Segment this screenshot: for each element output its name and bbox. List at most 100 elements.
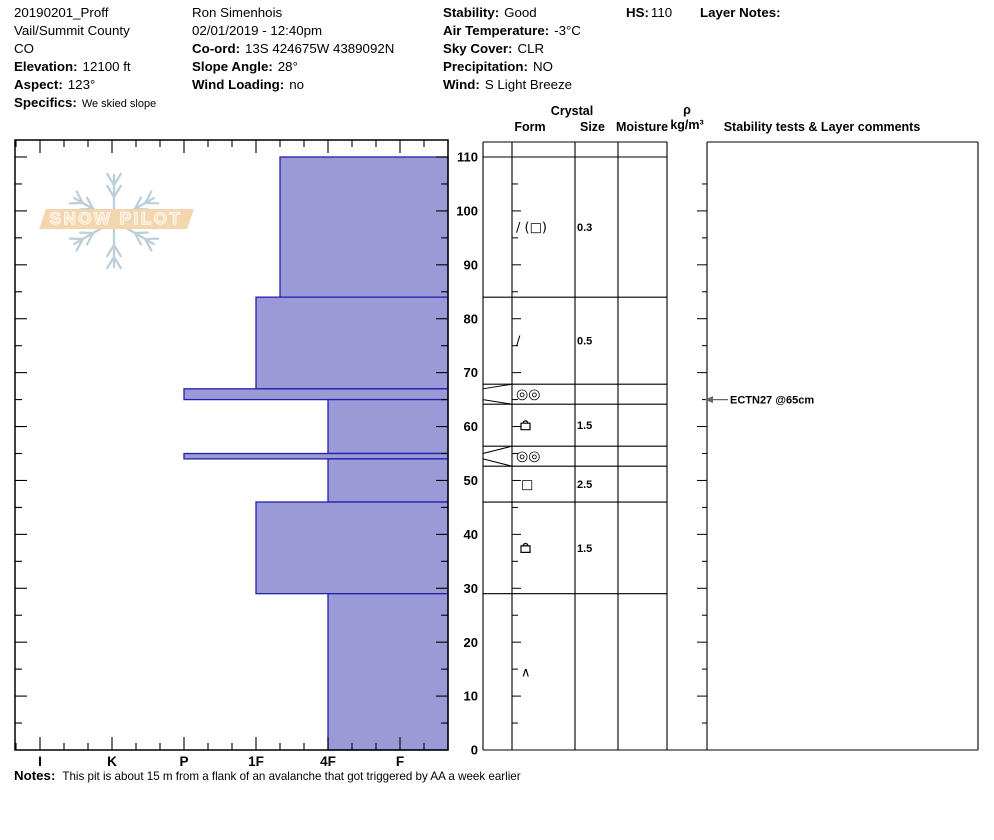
thin-layer-wedge-top bbox=[482, 445, 513, 454]
depth-axis-label-70: 70 bbox=[464, 365, 478, 380]
snowflake-branch bbox=[85, 231, 95, 246]
depth-axis-label-100: 100 bbox=[456, 204, 478, 219]
fcxr-arc bbox=[522, 542, 529, 547]
grain-size-value: 1.5 bbox=[577, 420, 592, 432]
snowflake-branch bbox=[112, 243, 122, 258]
precipitation-value: NO bbox=[532, 59, 553, 74]
layer-bar-29-0cm bbox=[327, 593, 449, 751]
slope-angle-label: Slope Angle: bbox=[192, 59, 273, 74]
coord-value: 13S 424675W 4389092N bbox=[245, 41, 395, 56]
form-column-header: Form bbox=[514, 120, 546, 134]
precipitation-label: Precipitation: bbox=[443, 59, 528, 74]
wind-loading-field: Wind Loading: no bbox=[192, 76, 394, 94]
stability-test-annotation: ECTN27 @65cm bbox=[705, 395, 814, 407]
header-observer-column: Ron Simenhois 02/01/2019 - 12:40pm Co-or… bbox=[192, 4, 394, 94]
depth-axis-label-30: 30 bbox=[464, 581, 478, 596]
specifics-value: We skied slope bbox=[81, 98, 157, 110]
coord-label: Co-ord: bbox=[192, 41, 240, 56]
fcxr-square bbox=[520, 545, 531, 553]
logo-text: SNOW PILOT bbox=[50, 209, 183, 228]
plot-axes: 0 10 20 30 40 50 60 70 80 90 100 110 I K P 1F 4F F bbox=[14, 139, 478, 769]
snowflake-branch bbox=[144, 237, 153, 252]
sky-cover-value: CLR bbox=[517, 41, 545, 56]
coord-field: Co-ord: 13S 424675W 4389092N bbox=[192, 40, 394, 58]
layer-bar-84-67cm bbox=[255, 296, 449, 390]
elevation-field: Elevation: 12100 ft bbox=[14, 58, 156, 76]
layer-bar-54-46cm bbox=[327, 458, 449, 503]
hs-value: 110 bbox=[650, 5, 673, 20]
snowflake-branch bbox=[75, 190, 84, 205]
snowflake-branch bbox=[133, 231, 143, 246]
snowflake-branch bbox=[106, 255, 116, 270]
grain-form-symbol-MFcr: ◎◎ bbox=[516, 387, 540, 403]
air-temp-label: Air Temperature: bbox=[443, 23, 550, 38]
depth-axis-label-80: 80 bbox=[464, 311, 478, 326]
thin-layer-wedge-bottom bbox=[482, 399, 513, 405]
depth-axis-label-90: 90 bbox=[464, 257, 478, 272]
slope-angle-field: Slope Angle: 28° bbox=[192, 58, 394, 76]
precipitation-field: Precipitation: NO bbox=[443, 58, 581, 76]
grain-size-value: 2.5 bbox=[577, 479, 592, 491]
layer-bar-65-55cm bbox=[327, 398, 449, 455]
crystal-column-header: Crystal bbox=[550, 104, 594, 118]
hardness-axis-label-I: I bbox=[38, 754, 42, 769]
hardness-axis-label-K: K bbox=[107, 754, 117, 769]
grain-form-symbol-FC: □ bbox=[521, 478, 533, 493]
pit-name: 20190201_Proff bbox=[14, 5, 109, 20]
snowpilot-logo: SNOW PILOT bbox=[39, 172, 194, 270]
aspect-label: Aspect: bbox=[14, 77, 63, 92]
notes-text: This pit is about 15 m from a flank of a… bbox=[62, 770, 521, 783]
layer-bar-67-65cm bbox=[183, 388, 449, 401]
layer-bar-46-29cm bbox=[255, 501, 449, 595]
notes-field: Notes: This pit is about 15 m from a fla… bbox=[14, 768, 521, 783]
grain-form-symbol-FCxr bbox=[520, 420, 531, 431]
grain-size-value: 1.5 bbox=[577, 543, 592, 555]
grain-form-symbol-FCxr bbox=[520, 542, 531, 553]
hardness-axis-label-4F: 4F bbox=[320, 754, 336, 769]
snowflake-branch bbox=[133, 196, 143, 211]
moisture-column-header: Moisture bbox=[616, 120, 669, 134]
air-temp-field: Air Temperature: -3°C bbox=[443, 22, 581, 40]
depth-axis-label-60: 60 bbox=[464, 419, 478, 434]
stability-field: Stability: Good bbox=[443, 4, 581, 22]
layer-notes-label: Layer Notes: bbox=[700, 5, 781, 20]
air-temp-value: -3°C bbox=[554, 23, 581, 38]
snowflake-branch bbox=[112, 255, 122, 270]
snowflake-branch bbox=[85, 196, 95, 211]
wind-loading-value: no bbox=[289, 77, 304, 92]
pit-state: CO bbox=[14, 41, 34, 56]
sky-cover-label: Sky Cover: bbox=[443, 41, 513, 56]
grain-form-symbol-MFcr: ◎◎ bbox=[516, 449, 540, 465]
grain-form-symbol-DH: ∧ bbox=[521, 665, 531, 680]
header-weather-column: Stability: Good Air Temperature: -3°C Sky … bbox=[443, 4, 581, 94]
layer-bar-110-84cm bbox=[279, 156, 449, 298]
wind-value: S Light Breeze bbox=[484, 77, 573, 92]
depth-axis-label-0: 0 bbox=[471, 743, 478, 758]
snowflake-branch bbox=[112, 172, 122, 187]
snowflake-branch bbox=[106, 184, 116, 199]
density-unit-header: kg/m³ bbox=[670, 118, 704, 132]
snowflake-branch bbox=[106, 243, 116, 258]
fcxr-square bbox=[520, 422, 531, 431]
hardness-axis-label-1F: 1F bbox=[248, 754, 264, 769]
elevation-label: Elevation: bbox=[14, 59, 78, 74]
grain-size-value: 0.3 bbox=[577, 222, 592, 234]
sky-cover-field: Sky Cover: CLR bbox=[443, 40, 581, 58]
depth-axis-label-40: 40 bbox=[464, 527, 478, 542]
hardness-bars bbox=[183, 156, 449, 751]
density-symbol-header: ρ bbox=[683, 103, 691, 117]
grain-form-symbol-DF(FC): ∕ (□) bbox=[516, 221, 547, 236]
stability-label: Stability: bbox=[443, 5, 500, 20]
header-layer-notes-column: Layer Notes: bbox=[700, 4, 786, 22]
logo-banner bbox=[39, 209, 194, 229]
fcxr-arc bbox=[522, 420, 529, 424]
stability-value: Good bbox=[504, 5, 537, 20]
grain-size-value: 0.5 bbox=[577, 336, 592, 348]
hardness-axis-label-P: P bbox=[179, 754, 188, 769]
size-column-header: Size bbox=[579, 120, 605, 134]
layer-bar-55-54cm bbox=[183, 452, 449, 460]
test-arrow-head bbox=[705, 396, 713, 404]
specifics-field: Specifics: We skied slope bbox=[14, 94, 156, 112]
